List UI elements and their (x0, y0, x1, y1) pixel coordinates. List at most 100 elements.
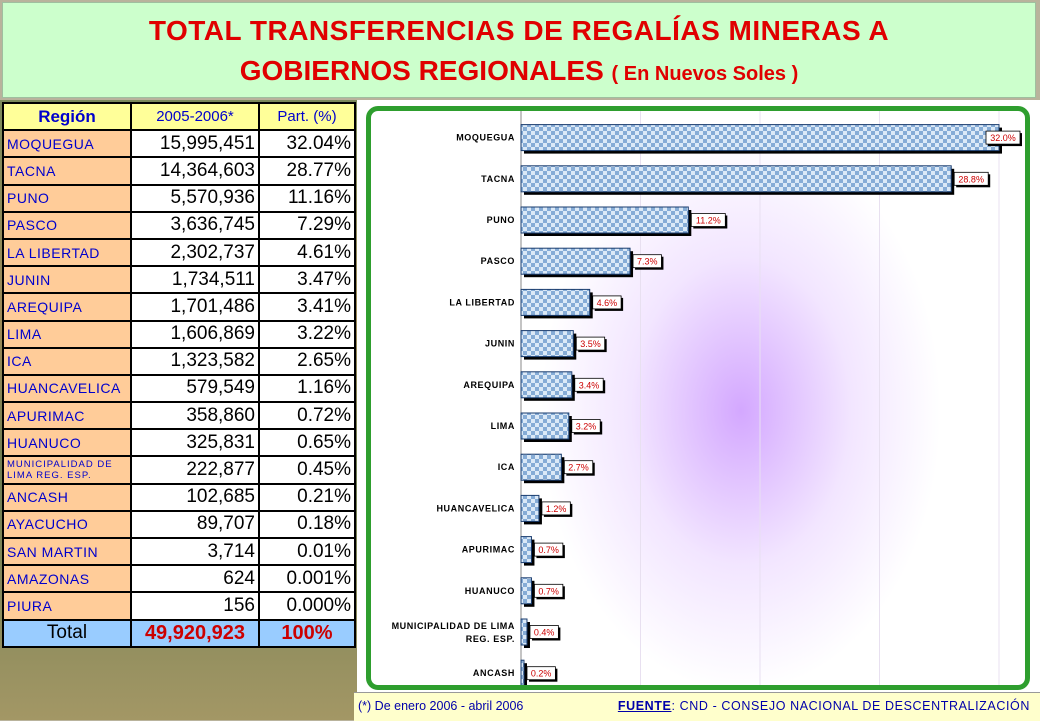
category-label: MOQUEGUA (456, 133, 515, 143)
region-cell: ANCASH (2, 482, 132, 512)
value-label-box (574, 377, 604, 392)
amount-cell: 1,701,486 (130, 292, 260, 322)
table-row: ANCASH 102,685 0.21% (2, 482, 356, 512)
category-label: ANCASH (473, 668, 515, 678)
pct-cell: 2.65% (258, 346, 356, 376)
pct-cell: 0.21% (258, 482, 356, 512)
bar (520, 412, 570, 440)
bar-shadow (524, 663, 527, 685)
region-cell: LIMA (2, 319, 132, 349)
bar (520, 247, 631, 275)
value-label: 3.4% (579, 380, 600, 390)
footer-note: (*) De enero 2006 - abril 2006 (358, 699, 524, 713)
region-cell: AYACUCHO (2, 509, 132, 540)
value-label-box (632, 254, 662, 269)
value-label: 32.0% (990, 133, 1016, 143)
title-banner: TOTAL TRANSFERENCIAS DE REGALÍAS MINERAS… (2, 2, 1036, 98)
value-label-box (534, 583, 564, 598)
page-title-line1: TOTAL TRANSFERENCIAS DE REGALÍAS MINERAS… (148, 15, 890, 46)
table-row: LA LIBERTAD 2,302,737 4.61% (2, 237, 356, 268)
footer-bar: (*) De enero 2006 - abril 2006 FUENTE: C… (354, 692, 1040, 721)
category-label: TACNA (481, 174, 515, 184)
region-cell: APURIMAC (2, 401, 132, 431)
page-title-unit: ( En Nuevos Soles ) (611, 63, 799, 85)
region-cell: AMAZONAS (2, 564, 132, 594)
region-cell: PUNO (2, 183, 132, 213)
value-label: 3.5% (580, 339, 601, 349)
amount-cell: 358,860 (130, 401, 260, 431)
table-row: PIURA 156 0.000% (2, 591, 356, 621)
total-pct: 100% (258, 618, 356, 648)
value-label: 0.7% (538, 545, 559, 555)
region-cell: PASCO (2, 210, 132, 240)
pct-cell: 7.29% (258, 210, 356, 240)
bar (520, 536, 532, 564)
value-label: 11.2% (696, 216, 721, 226)
pct-cell: 0.001% (258, 564, 356, 594)
category-label: REG. ESP. (466, 634, 515, 644)
pct-cell: 0.65% (258, 428, 356, 458)
table-row: MOQUEGUA 15,995,451 32.04% (2, 129, 356, 159)
pct-cell: 4.61% (258, 237, 356, 268)
region-cell: ICA (2, 346, 132, 376)
bar (520, 206, 689, 234)
category-label: PUNO (487, 215, 515, 225)
amount-cell: 222,877 (130, 455, 260, 485)
amount-cell: 624 (130, 564, 260, 594)
value-label-box (571, 419, 601, 433)
value-label: 1.2% (546, 504, 567, 514)
category-label: PASCO (481, 256, 515, 266)
pct-cell: 28.77% (258, 156, 356, 186)
value-label-box (563, 460, 594, 475)
table-row: TACNA 14,364,603 28.77% (2, 156, 356, 186)
amount-cell: 156 (130, 591, 260, 621)
pct-cell: 11.16% (258, 183, 356, 213)
category-label: APURIMAC (462, 545, 515, 555)
region-cell: TACNA (2, 156, 132, 186)
value-label: 0.7% (538, 586, 559, 596)
bar (520, 577, 532, 605)
value-label-box (529, 625, 559, 639)
page-title-line2: GOBIERNOS REGIONALES ( En Nuevos Soles ) (3, 54, 1035, 91)
table-row: ICA 1,323,582 2.65% (2, 346, 356, 376)
chart-area: MOQUEGUA 32.0% TACNA 28.8% PUNO 11.2% PASCO 7.3… (357, 100, 1040, 692)
page-title-line2-text: GOBIERNOS REGIONALES (239, 55, 604, 86)
table-row: AYACUCHO 89,707 0.18% (2, 509, 356, 540)
footer-source-text: : CND - CONSEJO NACIONAL DE DESCENTRALIZ… (671, 699, 1030, 713)
region-cell: LA LIBERTAD (2, 237, 132, 268)
table-row: HUANUCO 325,831 0.65% (2, 428, 356, 458)
amount-cell: 1,734,511 (130, 265, 260, 295)
amount-cell: 15,995,451 (130, 129, 260, 159)
pct-cell: 0.000% (258, 591, 356, 621)
value-label-box (534, 542, 564, 557)
value-label-box (953, 171, 989, 186)
amount-cell: 3,636,745 (130, 210, 260, 240)
region-cell: AREQUIPA (2, 292, 132, 322)
region-cell: MOQUEGUA (2, 129, 132, 159)
header-region: Región (2, 101, 132, 132)
category-label: JUNIN (485, 339, 515, 349)
region-cell: SAN MARTIN (2, 536, 132, 567)
category-label: ICA (498, 462, 515, 472)
amount-cell: 14,364,603 (130, 156, 260, 186)
value-label: 28.8% (958, 174, 984, 184)
amount-cell: 2,302,737 (130, 237, 260, 268)
region-cell: HUANCAVELICA (2, 373, 132, 404)
value-label-box (526, 666, 556, 681)
bar (520, 330, 574, 358)
region-cell: HUANUCO (2, 428, 132, 458)
table-row: MUNICIPALIDAD DE LIMA REG. ESP. 222,877 0.… (2, 455, 356, 485)
amount-cell: 1,606,869 (130, 319, 260, 349)
amount-cell: 5,570,936 (130, 183, 260, 213)
table-header-row: Región 2005-2006* Part. (%) (2, 101, 356, 132)
bar-chart: MOQUEGUA 32.0% TACNA 28.8% PUNO 11.2% PASCO 7.3… (392, 111, 1022, 685)
pct-cell: 3.47% (258, 265, 356, 295)
value-label-box (985, 130, 1021, 145)
value-label-box (592, 295, 622, 310)
pct-cell: 32.04% (258, 129, 356, 159)
table-row: LIMA 1,606,869 3.22% (2, 319, 356, 349)
table-total-row: Total 49,920,923 100% (2, 618, 356, 648)
table-row: HUANCAVELICA 579,549 1.16% (2, 373, 356, 404)
amount-cell: 89,707 (130, 509, 260, 540)
amount-cell: 102,685 (130, 482, 260, 512)
